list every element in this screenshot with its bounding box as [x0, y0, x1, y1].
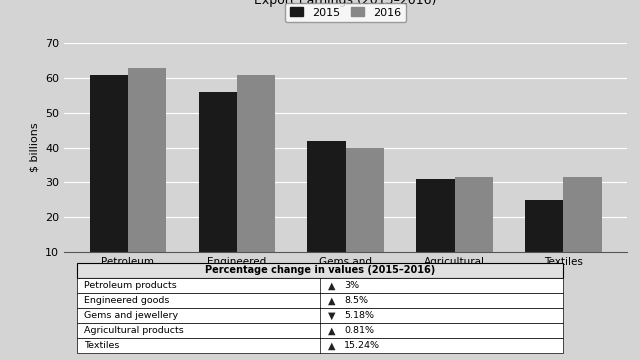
Bar [77, 278, 563, 293]
Text: Engineered goods: Engineered goods [84, 296, 170, 305]
X-axis label: Product Category: Product Category [287, 283, 404, 296]
Legend: 2015, 2016: 2015, 2016 [285, 3, 406, 22]
Text: 5.18%: 5.18% [344, 311, 374, 320]
Bar [307, 141, 346, 287]
Title: Export Earnings (2015–2016): Export Earnings (2015–2016) [255, 0, 436, 7]
Text: ▼: ▼ [328, 310, 335, 320]
Text: Percentage change in values (2015–2016): Percentage change in values (2015–2016) [205, 265, 435, 275]
Bar [454, 177, 493, 287]
Text: 3%: 3% [344, 281, 360, 290]
Text: ▲: ▲ [328, 325, 335, 335]
Text: Petroleum products: Petroleum products [84, 281, 177, 290]
Text: Gems and jewellery: Gems and jewellery [84, 311, 179, 320]
Bar [77, 323, 563, 338]
Bar [77, 308, 563, 323]
Text: ▲: ▲ [328, 340, 335, 350]
Bar [237, 75, 275, 287]
Bar [198, 92, 237, 287]
Bar [563, 177, 602, 287]
Text: 15.24%: 15.24% [344, 341, 380, 350]
Bar [346, 148, 384, 287]
Text: ▲: ▲ [328, 280, 335, 290]
Text: Agricultural products: Agricultural products [84, 326, 184, 335]
Text: 0.81%: 0.81% [344, 326, 374, 335]
Text: 8.5%: 8.5% [344, 296, 369, 305]
Bar [525, 200, 563, 287]
Text: ▲: ▲ [328, 295, 335, 305]
Bar [417, 179, 454, 287]
Bar [90, 75, 128, 287]
Bar [77, 263, 563, 278]
Text: Textiles: Textiles [84, 341, 120, 350]
Bar [77, 338, 563, 353]
Bar [128, 68, 166, 287]
Bar [77, 293, 563, 308]
Y-axis label: $ billions: $ billions [29, 123, 40, 172]
